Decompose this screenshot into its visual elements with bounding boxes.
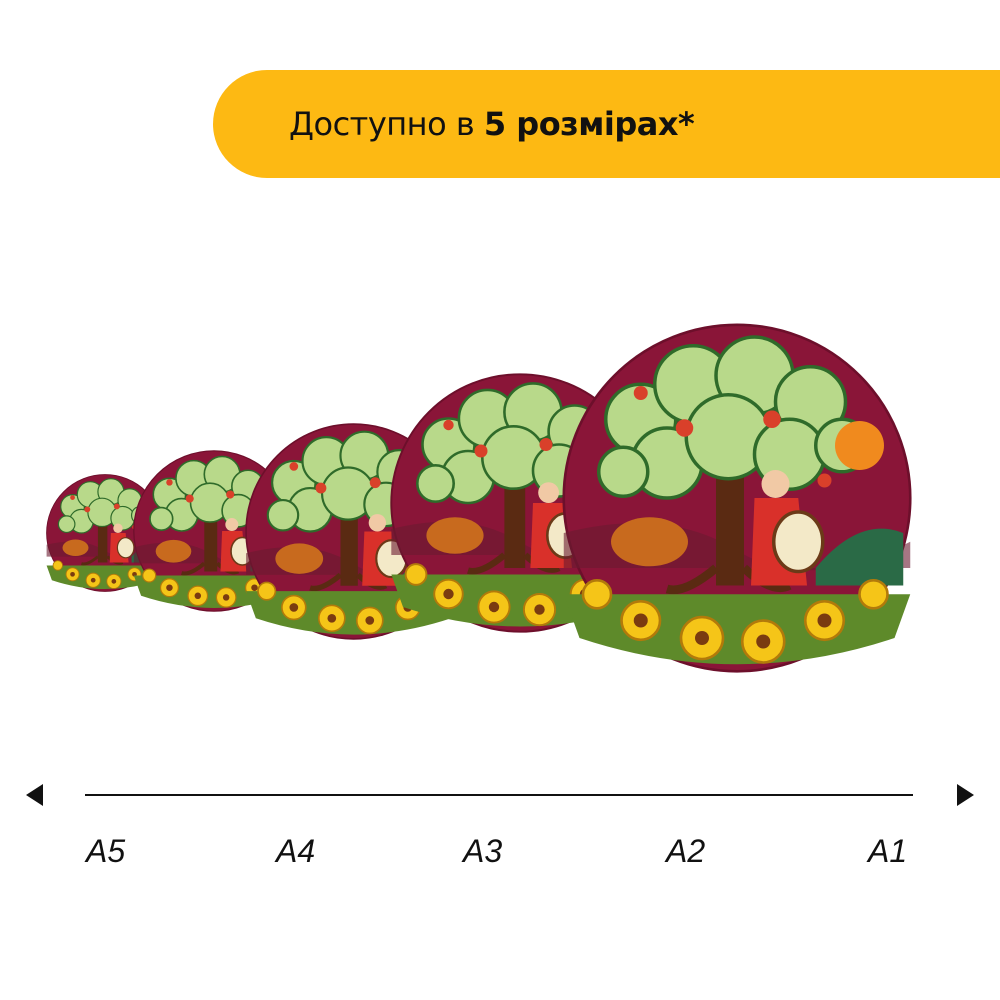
size-label-a2: A2: [666, 833, 706, 869]
size-label-a1: A1: [868, 833, 908, 869]
size-label-a5: A5: [86, 833, 126, 869]
arrow-left-icon: [26, 784, 43, 806]
arrow-right-icon: [957, 784, 974, 806]
size-label-a3: A3: [463, 833, 503, 869]
size-label-a4: A4: [276, 833, 316, 869]
puzzle-a1: [564, 325, 911, 672]
size-scale-line: [85, 794, 913, 796]
banner-text: Доступно в 5 розмірах*: [289, 70, 695, 178]
size-banner: Доступно в 5 розмірах*: [213, 70, 1000, 178]
banner-text-bold: 5 розмірах*: [483, 105, 695, 143]
banner-text-regular: Доступно в: [289, 105, 484, 143]
